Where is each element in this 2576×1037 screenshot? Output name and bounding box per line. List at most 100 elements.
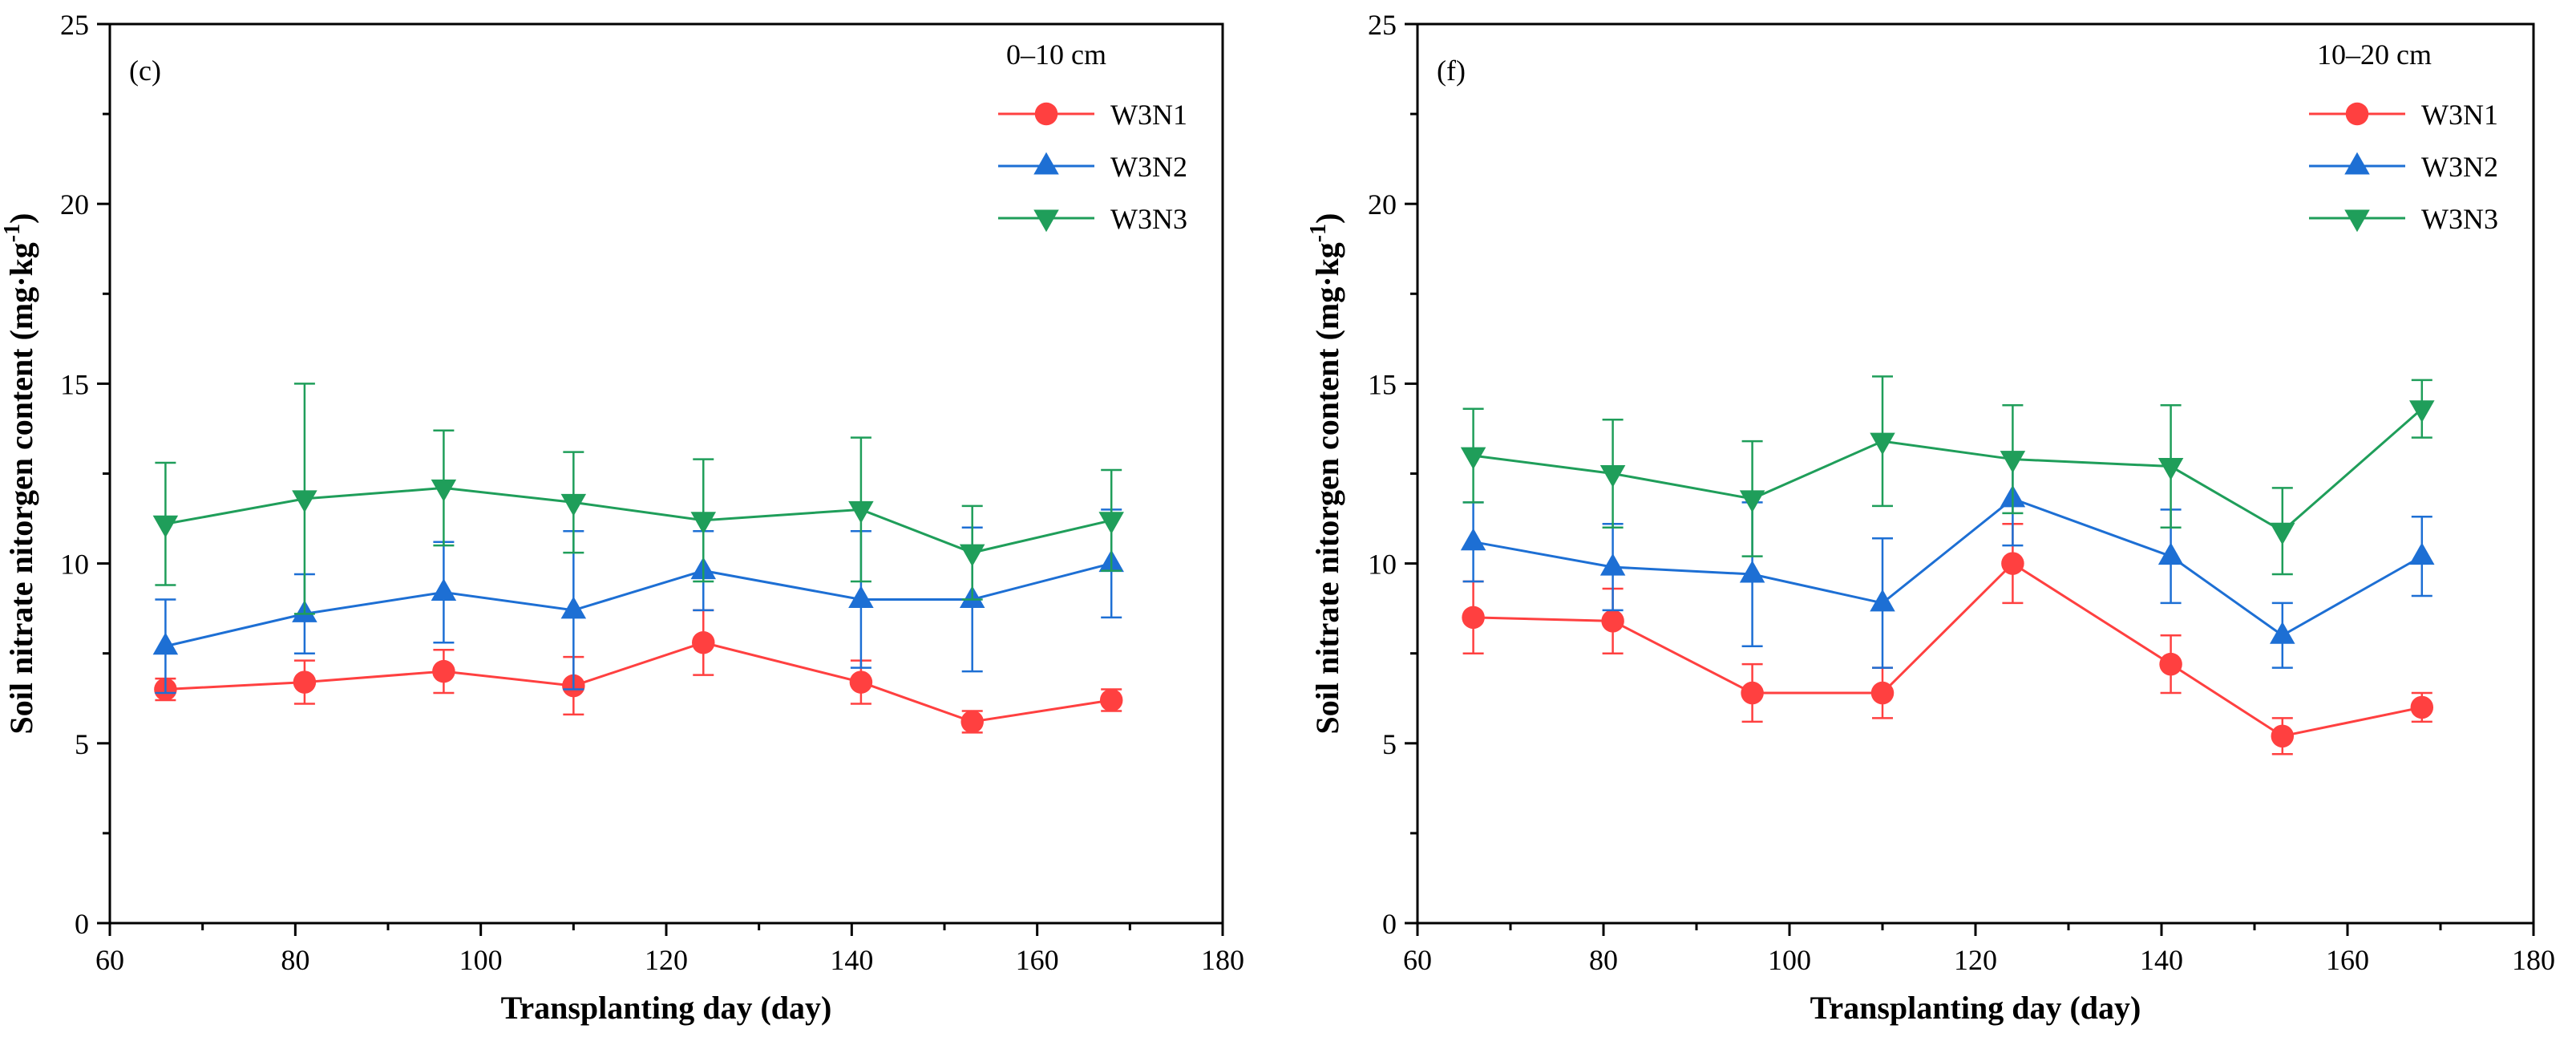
series-W3N1 bbox=[1462, 523, 2434, 755]
x-tick-label: 120 bbox=[645, 944, 688, 976]
x-tick-label: 160 bbox=[1016, 944, 1059, 976]
y-tick-label: 20 bbox=[1368, 188, 1397, 221]
series-W3N3 bbox=[1460, 375, 2435, 576]
legend-marker bbox=[1034, 102, 1058, 126]
x-tick-label: 60 bbox=[1403, 944, 1432, 976]
data-point bbox=[1599, 465, 1626, 488]
legend-marker bbox=[2344, 152, 2370, 175]
y-tick-label: 10 bbox=[1368, 549, 1397, 581]
legend-marker bbox=[1033, 152, 1059, 175]
data-point bbox=[293, 670, 317, 694]
data-point bbox=[292, 490, 317, 513]
x-tick-label: 100 bbox=[459, 944, 503, 976]
plot-frame bbox=[108, 22, 1224, 925]
depth-label: 0–10 cm bbox=[1006, 38, 1106, 71]
y-tick-label: 5 bbox=[1382, 728, 1397, 760]
data-point bbox=[960, 710, 984, 734]
y-tick-label: 10 bbox=[60, 549, 89, 581]
depth-label: 10–20 cm bbox=[2317, 38, 2432, 71]
legend-label: W3N2 bbox=[1110, 151, 1187, 183]
legend-marker bbox=[2344, 209, 2370, 233]
chart-panel-1: 60 80 100 120 140 160 180 0 5 10 15 20 25 Transplanti… bbox=[0, 9, 1244, 1026]
data-point bbox=[152, 632, 179, 655]
data-point bbox=[1460, 447, 1486, 470]
data-point bbox=[848, 585, 874, 608]
series-W3N2 bbox=[1460, 451, 2435, 669]
data-point bbox=[1870, 681, 1895, 705]
legend: W3N1 W3N2 W3N3 bbox=[2309, 99, 2498, 235]
legend-marker bbox=[1033, 209, 1059, 233]
panel-label: (c) bbox=[129, 55, 161, 87]
data-point bbox=[2409, 542, 2435, 565]
data-point bbox=[2000, 451, 2026, 473]
data-point bbox=[431, 578, 457, 601]
data-point bbox=[1739, 560, 1765, 583]
x-tick-label: 100 bbox=[1768, 944, 1811, 976]
x-tick-label: 120 bbox=[1954, 944, 1997, 976]
y-tick-label: 25 bbox=[60, 9, 89, 41]
x-tick-label: 80 bbox=[281, 944, 309, 976]
series-W3N3 bbox=[152, 383, 1124, 615]
data-point bbox=[1870, 432, 1895, 456]
plot-frame bbox=[1416, 22, 2535, 925]
x-tick-label: 140 bbox=[2140, 944, 2183, 976]
data-point bbox=[1462, 606, 1485, 630]
legend-label: W3N1 bbox=[1110, 99, 1187, 131]
data-point bbox=[2159, 652, 2182, 676]
data-point bbox=[1870, 589, 1895, 612]
y-axis-title: Soil nitrate nitorgen content (mg·kg-1) bbox=[0, 213, 39, 735]
data-point bbox=[2271, 724, 2295, 748]
y-tick-label: 20 bbox=[60, 188, 89, 221]
data-point bbox=[2410, 695, 2434, 719]
series-line bbox=[1473, 407, 2423, 533]
x-tick-label: 180 bbox=[1201, 944, 1244, 976]
data-point bbox=[1739, 490, 1765, 513]
data-point bbox=[560, 596, 587, 619]
data-point bbox=[848, 500, 874, 524]
panel-label: (f) bbox=[1437, 55, 1466, 87]
legend-marker bbox=[2345, 102, 2369, 126]
legend: W3N1 W3N2 W3N3 bbox=[998, 99, 1187, 235]
x-tick-label: 160 bbox=[2326, 944, 2369, 976]
data-point bbox=[1098, 512, 1124, 535]
y-axis-title-close: ) bbox=[3, 213, 39, 224]
data-point bbox=[692, 630, 715, 654]
data-point bbox=[1460, 528, 1486, 551]
legend-label: W3N3 bbox=[1110, 203, 1187, 235]
series-line bbox=[1473, 561, 2423, 738]
chart-panel-2: 60 80 100 120 140 160 180 0 5 10 15 20 25 Transplanti… bbox=[1306, 9, 2555, 1026]
y-axis-title-main: Soil nitrate nitorgen content (mg·kg bbox=[3, 242, 39, 734]
series-line bbox=[165, 641, 1112, 723]
y-axis-title-sup: -1 bbox=[0, 224, 25, 242]
data-point bbox=[560, 493, 587, 516]
x-axis-title: Transplanting day (day) bbox=[1810, 990, 2141, 1026]
data-point bbox=[431, 479, 457, 502]
x-tick-label: 60 bbox=[95, 944, 124, 976]
data-point bbox=[959, 544, 985, 567]
x-tick-label: 140 bbox=[830, 944, 873, 976]
x-axis-title: Transplanting day (day) bbox=[501, 990, 832, 1026]
y-tick-label: 15 bbox=[1368, 368, 1397, 400]
y-axis-title-sup: -1 bbox=[1306, 224, 1331, 242]
data-point bbox=[849, 670, 873, 694]
y-tick-label: 15 bbox=[60, 368, 89, 400]
series-line bbox=[1473, 497, 2423, 638]
y-tick-label: 25 bbox=[1368, 9, 1397, 41]
x-tick-label: 180 bbox=[2512, 944, 2555, 976]
series-line bbox=[165, 486, 1112, 554]
data-point bbox=[432, 659, 455, 683]
data-point bbox=[152, 515, 179, 538]
legend-label: W3N1 bbox=[2421, 99, 2498, 131]
data-point bbox=[1599, 553, 1626, 576]
data-point bbox=[690, 512, 717, 535]
data-point bbox=[2157, 542, 2184, 565]
y-axis-title-close: ) bbox=[1309, 213, 1345, 224]
data-point bbox=[1601, 610, 1624, 633]
y-tick-label: 0 bbox=[1382, 908, 1397, 940]
y-tick-label: 5 bbox=[75, 728, 89, 760]
data-point bbox=[1741, 681, 1764, 705]
data-point bbox=[2001, 552, 2024, 575]
data-point bbox=[1099, 688, 1123, 712]
y-tick-label: 0 bbox=[75, 908, 89, 940]
